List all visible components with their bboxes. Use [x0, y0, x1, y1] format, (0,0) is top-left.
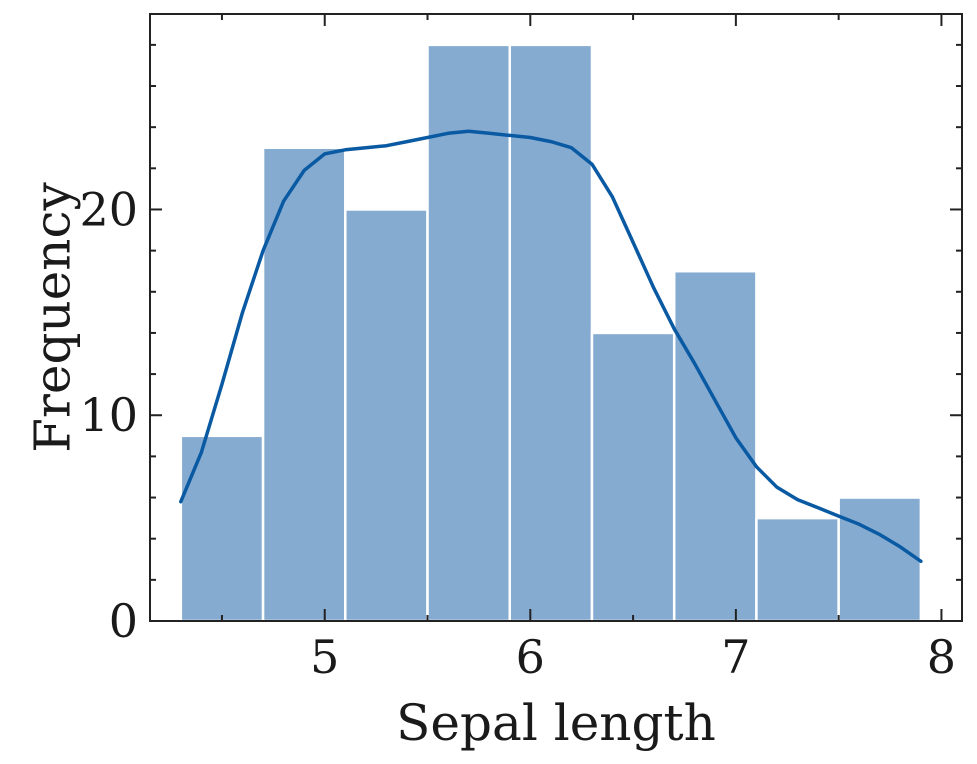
x-tick-label: 8: [927, 630, 956, 684]
x-axis-label: Sepal length: [396, 694, 716, 752]
bar-6: [590, 331, 676, 623]
y-axis-label: Frequency: [24, 182, 82, 453]
bar-4: [426, 43, 511, 623]
x-tick-label: 6: [516, 630, 545, 684]
bar-8: [755, 516, 840, 623]
bar-2: [261, 146, 347, 623]
y-tick-label: 0: [109, 594, 138, 648]
y-tick-labels: 0 10 20: [79, 182, 138, 648]
bar-1: [179, 434, 265, 623]
plot-frame: [149, 13, 963, 622]
kde-curve: [179, 129, 923, 564]
bar-5: [508, 43, 594, 623]
axis-ticks: [150, 14, 962, 622]
bar-7: [672, 269, 758, 623]
y-tick-label: 20: [79, 182, 138, 236]
bar-9: [837, 496, 923, 623]
x-tick-labels: 5 6 7 8: [310, 630, 956, 684]
y-tick-label: 10: [79, 388, 138, 442]
bar-3: [344, 208, 429, 623]
x-tick-label: 5: [310, 630, 339, 684]
x-tick-label: 7: [721, 630, 750, 684]
histogram-bars: [179, 43, 923, 623]
